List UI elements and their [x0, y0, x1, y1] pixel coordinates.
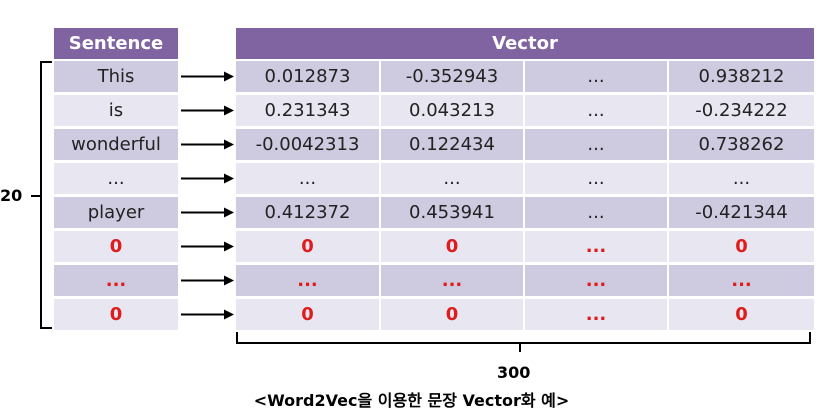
diagram-caption: <Word2Vec을 이용한 문장 Vector화 예>: [253, 391, 570, 410]
arrow-head-icon: [224, 309, 234, 320]
arrow-head-icon: [224, 173, 234, 184]
vector-value-cell: ...: [236, 265, 379, 296]
vector-value-cell: 0.412372: [236, 197, 379, 228]
vector-value-cell: 0.231343: [236, 95, 379, 126]
sentence-word-cell: 0: [54, 299, 178, 330]
rows-brace-tick: [31, 195, 41, 197]
vector-value-cell: 0.122434: [381, 129, 523, 160]
vector-value-cell: 0: [381, 231, 523, 262]
dims-brace-tick: [519, 343, 521, 352]
vector-value-cell: ...: [381, 265, 523, 296]
vector-value-cell: ...: [381, 163, 523, 194]
sentence-word-cell: is: [54, 95, 178, 126]
vector-value-cell: ...: [525, 129, 667, 160]
vector-value-cell: -0.352943: [381, 61, 523, 92]
vector-value-cell: -0.421344: [669, 197, 814, 228]
arrow-head-icon: [224, 207, 234, 218]
vector-value-cell: ...: [525, 61, 667, 92]
vector-value-cell: 0: [669, 299, 814, 330]
vector-value-cell: -0.0042313: [236, 129, 379, 160]
vector-value-cell: 0: [381, 299, 523, 330]
vector-value-cell: -0.234222: [669, 95, 814, 126]
sentence-word-cell: player: [54, 197, 178, 228]
vector-value-cell: 0: [236, 299, 379, 330]
sentence-word-cell: ...: [54, 265, 178, 296]
vector-header: Vector: [236, 28, 814, 59]
vector-value-cell: ...: [525, 299, 667, 330]
sentence-word-cell: This: [54, 61, 178, 92]
arrow-head-icon: [224, 71, 234, 82]
vector-value-cell: 0.012873: [236, 61, 379, 92]
vector-value-cell: ...: [525, 197, 667, 228]
arrow-head-icon: [224, 105, 234, 116]
dims-brace: [236, 332, 811, 344]
vector-value-cell: ...: [525, 231, 667, 262]
vector-value-cell: 0.738262: [669, 129, 814, 160]
vector-value-cell: 0.938212: [669, 61, 814, 92]
vector-value-cell: ...: [525, 95, 667, 126]
rows-count-label: 20: [0, 186, 23, 205]
sentence-word-cell: ...: [54, 163, 178, 194]
dims-count-label: 300: [497, 363, 531, 382]
vector-value-cell: 0: [236, 231, 379, 262]
sentence-header: Sentence: [54, 28, 178, 59]
vector-value-cell: 0.453941: [381, 197, 523, 228]
arrow-head-icon: [224, 139, 234, 150]
vector-value-cell: ...: [669, 163, 814, 194]
sentence-word-cell: 0: [54, 231, 178, 262]
vector-value-cell: 0: [669, 231, 814, 262]
vector-value-cell: ...: [525, 265, 667, 296]
arrow-head-icon: [224, 275, 234, 286]
arrow-head-icon: [224, 241, 234, 252]
sentence-word-cell: wonderful: [54, 129, 178, 160]
vector-value-cell: 0.043213: [381, 95, 523, 126]
vector-value-cell: ...: [525, 163, 667, 194]
vector-value-cell: ...: [669, 265, 814, 296]
rows-brace: [40, 61, 52, 329]
vector-value-cell: ...: [236, 163, 379, 194]
